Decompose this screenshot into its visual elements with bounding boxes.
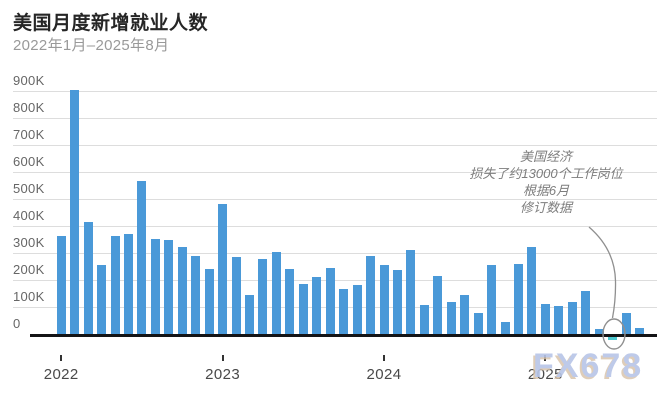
bar-2024-07[interactable] bbox=[460, 295, 470, 334]
bar-2024-04[interactable] bbox=[419, 304, 429, 334]
bar-2024-08[interactable] bbox=[473, 312, 483, 334]
bar-2023-04[interactable] bbox=[258, 258, 268, 334]
y-axis-label-400K: 400K bbox=[13, 208, 45, 223]
gridline-400K bbox=[13, 226, 657, 227]
bar-2023-09[interactable] bbox=[325, 267, 335, 334]
x-axis-tick-2025 bbox=[544, 355, 547, 361]
x-axis-tick-2024 bbox=[383, 355, 385, 361]
bar-2023-11[interactable] bbox=[352, 284, 362, 334]
y-axis-label-600K: 600K bbox=[13, 154, 45, 169]
gridline-900K bbox=[13, 91, 657, 92]
bar-2024-01[interactable] bbox=[379, 264, 389, 334]
y-axis-label-200K: 200K bbox=[13, 262, 45, 277]
bar-2022-09[interactable] bbox=[164, 239, 174, 334]
bar-2022-01[interactable] bbox=[56, 235, 66, 334]
bar-2022-10[interactable] bbox=[177, 246, 187, 334]
annotation-text: 美国经济 损失了约13000个工作岗位 根据6月 修订数据 bbox=[446, 148, 646, 216]
bar-2022-08[interactable] bbox=[150, 238, 160, 334]
y-axis-label-700K: 700K bbox=[13, 127, 45, 142]
chart-subtitle: 2022年1月–2025年8月 bbox=[13, 37, 170, 54]
bar-2022-04[interactable] bbox=[97, 265, 107, 334]
bar-2024-06[interactable] bbox=[446, 302, 456, 334]
bar-2023-08[interactable] bbox=[312, 277, 322, 334]
bar-2025-08[interactable] bbox=[635, 328, 645, 334]
bar-2024-11[interactable] bbox=[514, 263, 523, 334]
bar-2025-07[interactable] bbox=[621, 312, 631, 334]
bar-2023-05[interactable] bbox=[271, 252, 281, 334]
gridline-500K bbox=[13, 199, 657, 200]
annotation-connector-line bbox=[588, 226, 617, 319]
bar-2023-01[interactable] bbox=[218, 203, 228, 334]
x-axis-label-2024: 2024 bbox=[366, 366, 402, 383]
bar-2024-10[interactable] bbox=[500, 322, 510, 334]
bar-2022-03[interactable] bbox=[83, 222, 93, 334]
bar-2024-05[interactable] bbox=[433, 275, 443, 334]
x-axis-label-2022: 2022 bbox=[43, 366, 79, 383]
bar-2025-04[interactable] bbox=[581, 291, 591, 334]
y-axis-label-0: 0 bbox=[13, 316, 21, 331]
bar-2023-12[interactable] bbox=[366, 255, 376, 334]
bar-2022-07[interactable] bbox=[137, 180, 147, 334]
x-axis-zero-line bbox=[30, 334, 657, 337]
bar-2025-03[interactable] bbox=[567, 301, 577, 334]
bar-2022-11[interactable] bbox=[191, 255, 201, 334]
bar-2025-06[interactable] bbox=[608, 336, 618, 340]
bar-2023-10[interactable] bbox=[339, 289, 349, 334]
x-axis-tick-2023 bbox=[221, 355, 224, 361]
annotation-line: 损失了约13000个工作岗位 bbox=[469, 166, 623, 181]
gridline-300K bbox=[13, 253, 657, 254]
bar-2023-07[interactable] bbox=[298, 284, 308, 334]
gridline-700K bbox=[13, 145, 657, 146]
bar-2022-05[interactable] bbox=[110, 235, 120, 334]
bar-2025-01[interactable] bbox=[540, 304, 550, 334]
x-axis-label-2023: 2023 bbox=[205, 366, 241, 383]
y-axis-label-800K: 800K bbox=[13, 100, 45, 115]
gridline-600K bbox=[13, 172, 657, 173]
bar-2023-06[interactable] bbox=[285, 269, 295, 334]
annotation-line: 修订数据 bbox=[519, 200, 572, 215]
bar-2023-02[interactable] bbox=[231, 256, 241, 334]
bar-2022-12[interactable] bbox=[204, 269, 214, 334]
page-title: 美国月度新增就业人数 bbox=[13, 13, 209, 34]
bar-2023-03[interactable] bbox=[245, 294, 254, 334]
annotation-line: 根据6月 bbox=[522, 183, 570, 198]
annotation-line: 美国经济 bbox=[519, 149, 572, 164]
watermark: FX678 bbox=[533, 347, 644, 385]
x-axis-label-2025: 2025 bbox=[527, 366, 563, 383]
bar-2025-02[interactable] bbox=[554, 306, 564, 334]
bar-2022-02[interactable] bbox=[70, 89, 80, 334]
bar-2024-12[interactable] bbox=[527, 246, 537, 334]
y-axis-label-900K: 900K bbox=[13, 73, 45, 88]
gridline-200K bbox=[13, 280, 657, 281]
gridline-800K bbox=[13, 118, 657, 119]
x-axis-tick-2022 bbox=[60, 355, 63, 361]
bar-2024-02[interactable] bbox=[392, 270, 402, 334]
y-axis-label-300K: 300K bbox=[13, 235, 45, 250]
y-axis-label-500K: 500K bbox=[13, 181, 45, 196]
y-axis-label-100K: 100K bbox=[13, 289, 45, 304]
gridline-100K bbox=[13, 307, 657, 308]
bar-2024-09[interactable] bbox=[487, 265, 497, 334]
bar-2025-05[interactable] bbox=[594, 328, 604, 334]
bar-2022-06[interactable] bbox=[123, 234, 133, 334]
bar-2024-03[interactable] bbox=[406, 250, 416, 334]
